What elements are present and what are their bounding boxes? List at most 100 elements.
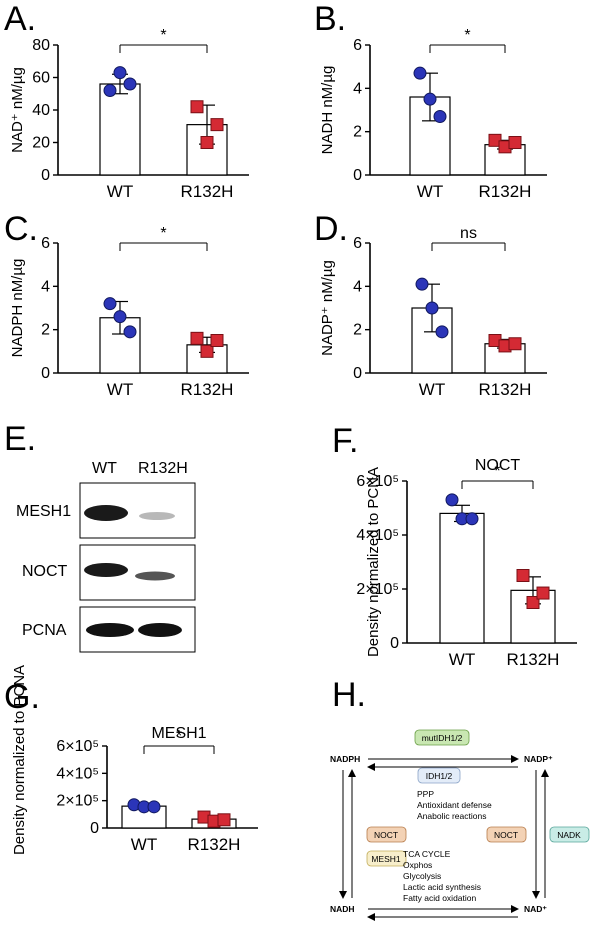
node-nadp: NADP⁺	[524, 754, 553, 764]
y-tick-label: 60	[32, 70, 50, 87]
significance-label: *	[176, 728, 182, 745]
western-blot: WT R132H MESH1 NOCT PCNA	[16, 460, 196, 653]
bar-wt	[439, 512, 485, 644]
x-tick-label-r132h: R132H	[479, 182, 532, 201]
y-tick-label: 6	[353, 37, 362, 54]
data-point-wt	[445, 493, 459, 507]
data-point-r132h	[526, 596, 540, 609]
bar-wt	[99, 83, 141, 176]
panel-label-a: A.	[4, 0, 36, 38]
y-tick-label: 2	[41, 322, 50, 339]
y-axis-label: NADPH nM/µg	[9, 259, 26, 358]
y-tick-label: 0	[353, 365, 362, 382]
data-point-r132h	[210, 334, 224, 347]
y-axis-label: NADH nM/µg	[319, 66, 336, 155]
data-point-r132h	[190, 100, 204, 114]
data-point-wt	[433, 110, 447, 123]
data-point-r132h	[200, 344, 214, 358]
data-point-r132h	[190, 331, 204, 345]
panel-label-f: F.	[332, 422, 358, 460]
x-tick-label-r132h: R132H	[181, 380, 234, 399]
data-point-wt	[113, 310, 127, 324]
x-tick-label-r132h: R132H	[181, 182, 234, 201]
data-point-wt	[103, 84, 117, 97]
y-tick-label: 0	[90, 820, 99, 837]
ppp-line-2: Antioxidant defense	[417, 800, 492, 810]
chart-title: MESH1	[151, 725, 206, 742]
box-mesh1	[366, 850, 407, 867]
chart-b-nadh: 0 2 4 6 NADH nM/µg WT R132H *	[319, 27, 547, 201]
chart-title: NOCT	[475, 457, 521, 474]
box-noct-left	[366, 826, 407, 843]
y-tick-label: 0	[41, 365, 50, 382]
y-tick-label: 4	[353, 278, 362, 295]
y-tick-label: 6	[41, 235, 50, 252]
blot-row-mesh1: MESH1	[16, 503, 71, 520]
panel-label-e: E.	[4, 420, 36, 458]
chart-c-nadph: 0 2 4 6 NADPH nM/µg WT R132H *	[9, 225, 249, 399]
x-tick-label-r132h: R132H	[479, 380, 532, 399]
panel-label-b: B.	[314, 0, 346, 38]
box-idh	[417, 767, 461, 784]
label-mutidh: mutIDH1/2	[422, 733, 463, 743]
label-nadk: NADK	[557, 830, 581, 840]
x-tick-label-r132h: R132H	[507, 650, 560, 669]
y-axis-label: NADP⁺ nM/µg	[319, 260, 336, 356]
band-mesh1-wt	[84, 505, 128, 521]
data-point-wt	[435, 325, 449, 339]
significance-label: ns	[460, 225, 477, 242]
data-point-wt	[113, 66, 127, 80]
y-axis-label: Density normalized to PCNA	[11, 665, 28, 855]
y-tick-label: 6	[353, 235, 362, 252]
panel-label-c: C.	[4, 210, 38, 248]
band-noct-wt	[84, 563, 128, 577]
data-point-r132h	[210, 118, 224, 132]
data-point-wt	[413, 66, 427, 80]
box-noct-right	[486, 826, 527, 843]
panel-label-g: G.	[4, 678, 40, 716]
data-point-r132h	[508, 136, 522, 149]
label-noct-left: NOCT	[374, 830, 398, 840]
tca-line-5: Fatty acid oxidation	[403, 893, 477, 903]
y-tick-label: 0	[390, 635, 399, 652]
significance-label: *	[464, 27, 470, 44]
label-noct-right: NOCT	[494, 830, 518, 840]
label-idh: IDH1/2	[426, 771, 453, 781]
blot-row-noct: NOCT	[22, 563, 68, 580]
y-tick-label: 6×10⁵	[356, 473, 399, 490]
y-tick-label: 4	[353, 80, 362, 97]
data-point-r132h	[217, 813, 231, 827]
blot-lane-r132h: R132H	[138, 460, 188, 477]
x-tick-label-wt: WT	[107, 380, 133, 399]
x-tick-label-r132h: R132H	[188, 835, 241, 854]
y-tick-label: 40	[32, 102, 50, 119]
y-axis-label: Density normalized to PCNA	[365, 467, 382, 657]
data-point-r132h	[536, 586, 550, 600]
node-nadph: NADPH	[330, 754, 360, 764]
tca-line-3: Glycolysis	[403, 871, 441, 881]
tca-line-2: Oxphos	[403, 860, 432, 870]
data-point-wt	[423, 92, 437, 106]
data-point-wt	[425, 301, 439, 315]
chart-g-mesh1: 0 2×10⁵ 4×10⁵ 6×10⁵ Density normalized to PC…	[11, 665, 258, 855]
x-tick-label-wt: WT	[419, 380, 445, 399]
data-point-wt	[123, 325, 137, 339]
y-tick-label: 6×10⁵	[56, 738, 99, 755]
y-tick-label: 2	[353, 124, 362, 141]
blot-lane-wt: WT	[92, 460, 117, 477]
y-tick-label: 4×10⁵	[356, 527, 399, 544]
panel-label-d: D.	[314, 210, 348, 248]
tca-line-4: Lactic acid synthesis	[403, 882, 481, 892]
data-point-r132h	[508, 337, 522, 351]
tca-line-1: TCA CYCLE	[403, 849, 451, 859]
ppp-line-3: Anabolic reactions	[417, 811, 486, 821]
blot-row-pcna: PCNA	[22, 622, 67, 639]
x-tick-label-wt: WT	[417, 182, 443, 201]
data-point-wt	[147, 800, 161, 814]
band-pcna-wt	[86, 623, 134, 637]
chart-a-nad: 0 20 40 60 80 NAD⁺ nM/µg WT R132H *	[9, 27, 249, 201]
y-tick-label: 80	[32, 37, 50, 54]
significance-label: *	[160, 225, 166, 242]
node-nad: NAD⁺	[524, 904, 547, 914]
